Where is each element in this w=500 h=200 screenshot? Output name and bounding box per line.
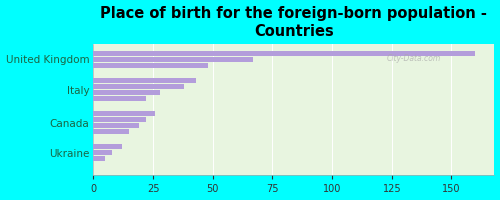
Bar (94, 84, 184, 89)
Bar (94, 63, 208, 68)
Bar (94, 150, 112, 155)
Bar (94, 123, 138, 128)
Bar (94, 96, 146, 101)
Bar (94, 57, 254, 62)
Bar (94, 111, 156, 116)
Bar (94, 51, 476, 56)
Bar (94, 117, 146, 122)
Text: City-Data.com: City-Data.com (387, 54, 442, 63)
Bar (94, 90, 160, 95)
Bar (94, 129, 129, 134)
Bar (94, 144, 122, 149)
Title: Place of birth for the foreign-born population -
Countries: Place of birth for the foreign-born popu… (100, 6, 488, 39)
Bar (94, 78, 196, 83)
Bar (94, 156, 106, 161)
